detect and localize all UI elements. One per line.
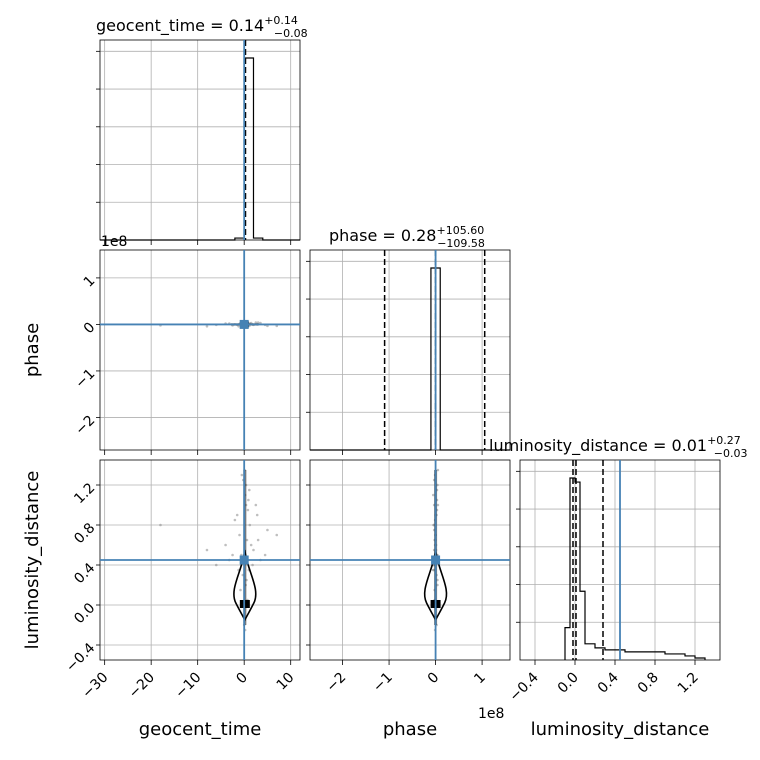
hist-bar (585, 644, 595, 660)
sample-point (275, 533, 279, 537)
panels: −30 −20 −10 0 10 −2 −1 0 1 −0.4 0.0 0.4 0.8 1.2−2−101… (63, 39, 721, 705)
sample-point (436, 503, 440, 507)
hist-panel-luminosity-distance (516, 459, 721, 665)
tick-label-x-phase: 0 (425, 670, 443, 688)
hist-bar (645, 652, 655, 660)
truth-marker (239, 319, 249, 329)
hist-panel-geocent-time (96, 39, 301, 245)
sample-point (214, 563, 218, 567)
tick-label-x-phase: 1 (471, 670, 489, 688)
truth-marker (431, 555, 441, 565)
sample-point (239, 588, 242, 592)
hist-bar (635, 652, 645, 660)
tick-label-y-luminosity-distance: 0.0 (71, 600, 98, 627)
ylabel-phase: phase (22, 323, 43, 377)
xlabel-geocent-time: geocent_time (139, 719, 262, 740)
sample-point (436, 468, 440, 472)
tick-label-x-geocent-time: 10 (274, 670, 298, 694)
sample-point (431, 493, 435, 497)
hist-bar (655, 652, 665, 660)
panel-frame (309, 249, 511, 451)
sample-point (237, 324, 240, 328)
sample-point (235, 513, 239, 517)
hist-outline (100, 57, 300, 241)
sample-point (159, 523, 162, 527)
sample-point (205, 324, 209, 328)
tick-label-x-phase: −1 (370, 670, 396, 696)
sample-point (238, 533, 241, 537)
hist-outline (564, 477, 706, 660)
hist-panel-phase (306, 249, 511, 455)
tick-label-x-geocent-time: −10 (172, 670, 204, 702)
tick-label-x-geocent-time: −20 (126, 670, 158, 702)
offset-label-phase-x: 1e8 (478, 706, 504, 722)
sample-point (255, 513, 259, 517)
title-luminosity-distance: luminosity_distance = 0.01+0.27 −0.03 (489, 434, 748, 460)
sample-point (248, 488, 251, 492)
tick-label-y-phase: 1 (81, 273, 99, 291)
sample-point (266, 528, 269, 532)
sample-point (251, 563, 254, 567)
tick-label-x-luminosity-distance: 0.4 (595, 669, 622, 696)
hist-bar (665, 654, 675, 660)
tick-label-x-phase: −2 (323, 670, 349, 696)
tick-label-y-phase: −2 (72, 412, 98, 438)
sample-point (252, 548, 255, 552)
hist-bar (580, 591, 585, 660)
scatter-panel-luminosity-distance-vs-phase (306, 459, 511, 665)
tick-label-x-luminosity-distance: 0.0 (555, 670, 582, 697)
truth-marker (239, 555, 249, 565)
hist-bar (605, 650, 615, 660)
tick-label-y-phase: −1 (72, 366, 98, 392)
sample-point (256, 321, 260, 324)
sample-point (248, 523, 252, 527)
scatter-panel-luminosity-distance-vs-geocent-time (96, 459, 301, 665)
sample-point (247, 498, 250, 502)
sample-point (246, 508, 250, 512)
sample-point (254, 503, 258, 507)
hist-bar (625, 652, 635, 660)
sample-point (205, 548, 209, 552)
sample-point (231, 553, 234, 557)
sample-point (240, 473, 244, 477)
offset-label-phase-y: 1e8 (101, 234, 127, 250)
sample-point (254, 321, 258, 324)
sample-point (233, 518, 237, 522)
sample-point (263, 553, 267, 557)
tick-label-y-luminosity-distance: 0.4 (71, 560, 98, 587)
tick-label-x-luminosity-distance: −0.4 (506, 669, 541, 704)
ylabel-luminosity-distance: luminosity_distance (22, 471, 43, 650)
tick-label-y-phase: 0 (81, 319, 99, 337)
tick-label-x-luminosity-distance: 1.2 (675, 670, 702, 697)
xlabel-luminosity-distance: luminosity_distance (531, 719, 710, 740)
hist-outline (310, 267, 510, 451)
tick-label-x-geocent-time: 0 (233, 670, 251, 688)
sample-point (256, 538, 260, 542)
hist-bar (675, 654, 685, 660)
hist-bar (685, 656, 695, 660)
tick-label-x-geocent-time: −30 (79, 670, 111, 702)
tick-label-y-luminosity-distance: 0.8 (71, 520, 98, 547)
panel-frame (99, 249, 301, 451)
sample-point (249, 543, 253, 547)
panel-frame (99, 39, 301, 241)
hist-bar (565, 628, 570, 660)
xlabel-phase: phase (383, 719, 437, 740)
sample-point (224, 543, 227, 547)
title-geocent-time: geocent_time = 0.14+0.14 −0.08 (96, 14, 308, 40)
tick-label-x-luminosity-distance: 0.8 (635, 670, 662, 697)
tick-label-y-luminosity-distance: −0.4 (63, 640, 98, 675)
scatter-panel-phase-vs-geocent-time (96, 249, 301, 455)
title-phase: phase = 0.28+105.60 −109.58 (329, 224, 485, 250)
tick-label-y-luminosity-distance: 1.2 (71, 480, 98, 507)
